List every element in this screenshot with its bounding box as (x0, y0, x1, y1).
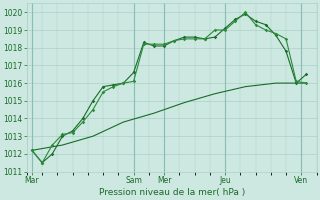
X-axis label: Pression niveau de la mer( hPa ): Pression niveau de la mer( hPa ) (99, 188, 245, 197)
